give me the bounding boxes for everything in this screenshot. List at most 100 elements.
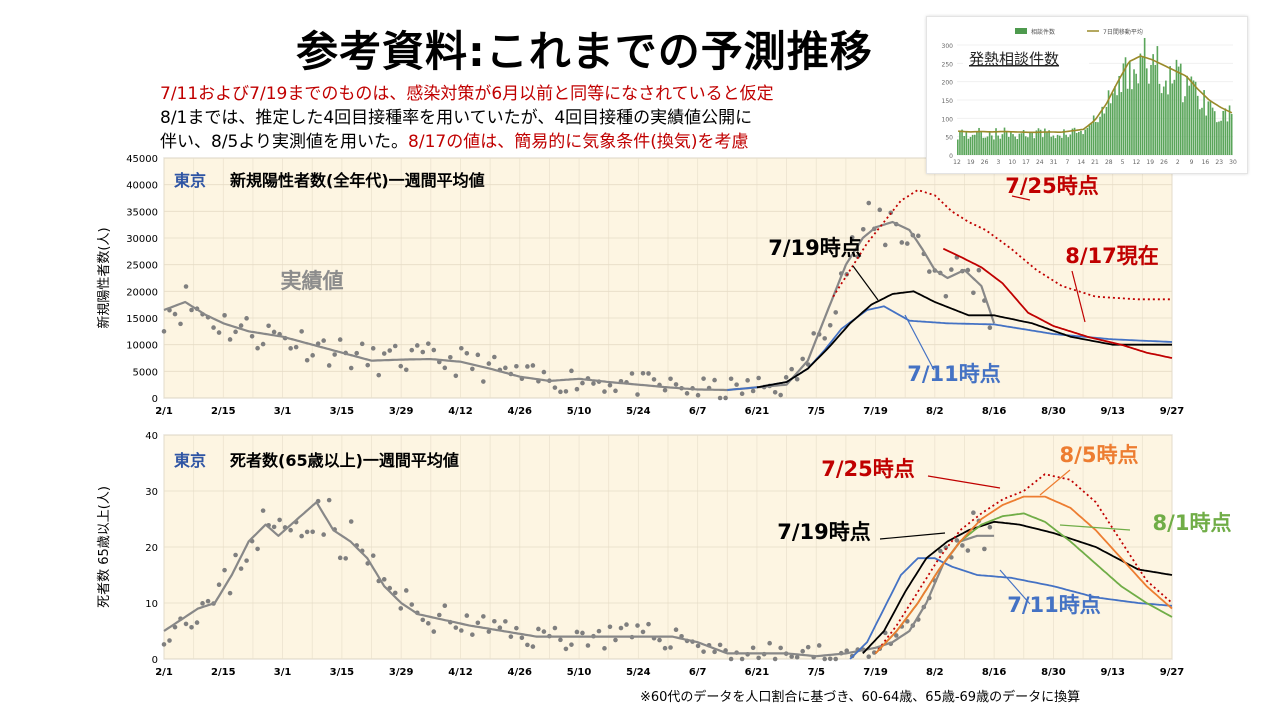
inset-bar	[1118, 75, 1120, 155]
data-point	[585, 643, 591, 648]
inset-bar	[1101, 106, 1103, 155]
inset-bar	[978, 127, 980, 155]
inset-bar	[1209, 100, 1212, 155]
data-point	[938, 548, 943, 554]
inset-bar	[1001, 134, 1004, 155]
data-point	[541, 629, 547, 634]
page-title: 参考資料:これまでの予測推移	[296, 27, 873, 76]
inset-bar	[1029, 131, 1031, 155]
inset-x-tick-label: 26	[981, 159, 989, 166]
inset-bar	[1046, 132, 1048, 155]
inset-bar	[969, 136, 972, 155]
inset-bar	[1037, 128, 1040, 155]
inset-bar	[982, 137, 985, 155]
inset-y-tick-label: 0	[949, 153, 953, 160]
data-point	[420, 617, 426, 623]
inset-bar	[1020, 133, 1023, 155]
data-point	[216, 582, 222, 587]
inset-bar	[1012, 134, 1014, 155]
data-point	[161, 642, 167, 647]
inset-x-tick-label: 9	[1190, 159, 1194, 166]
data-point	[965, 548, 971, 553]
data-point	[629, 371, 635, 376]
inset-bar	[1173, 79, 1176, 155]
annotation-t0719: 7/19時点	[777, 520, 871, 544]
data-point	[470, 366, 475, 372]
y-tick-label: 10000	[126, 341, 158, 352]
data-point	[420, 349, 426, 355]
data-point	[288, 527, 293, 533]
data-point	[260, 508, 266, 513]
y-tick-label: 0	[152, 394, 158, 405]
data-point	[348, 365, 354, 371]
data-point	[189, 307, 194, 313]
data-point	[425, 341, 431, 346]
data-point	[866, 200, 872, 206]
data-point	[794, 654, 800, 660]
inset-bar	[1128, 61, 1131, 155]
data-point	[492, 354, 497, 360]
data-point	[260, 341, 266, 347]
data-point	[789, 366, 794, 372]
data-point	[816, 643, 822, 648]
data-point	[453, 373, 459, 379]
x-tick-label: 5/24	[626, 667, 651, 678]
inset-bar	[1111, 93, 1114, 155]
data-point	[723, 395, 728, 401]
series-line-t0719	[862, 520, 1173, 655]
inset-bar	[1082, 134, 1084, 155]
inset-bar	[1158, 83, 1161, 155]
data-point	[525, 364, 530, 369]
inset-bar	[1069, 134, 1072, 155]
x-tick-label: 5/10	[567, 667, 592, 678]
inset-bar	[1084, 129, 1087, 155]
inset-bar	[984, 137, 987, 155]
inset-bar	[1041, 137, 1044, 155]
x-tick-label: 8/2	[926, 667, 944, 678]
data-point	[525, 642, 530, 648]
x-tick-label: 2/1	[155, 406, 173, 417]
inset-bar	[959, 131, 961, 155]
data-point	[255, 546, 260, 552]
inset-bar	[1063, 129, 1065, 155]
leader-line-t0805	[1039, 469, 1071, 496]
x-tick-label: 9/27	[1160, 667, 1185, 678]
inset-bar	[1177, 66, 1180, 155]
x-tick-label: 8/16	[982, 667, 1007, 678]
inset-bar	[1061, 137, 1063, 155]
inset-bar	[1188, 85, 1191, 155]
data-point	[304, 529, 310, 535]
inset-x-tick-label: 26	[1160, 159, 1168, 166]
data-point	[519, 635, 525, 641]
data-point	[805, 644, 811, 650]
inset-bar	[1090, 123, 1093, 155]
inset-bar	[1050, 136, 1053, 155]
x-tick-label: 2/1	[155, 667, 173, 678]
inset-bar	[1194, 81, 1197, 155]
leader-line-t0817	[1071, 270, 1086, 323]
inset-bar	[1135, 73, 1137, 155]
data-point	[778, 392, 783, 398]
leader-line-t0711	[904, 314, 935, 371]
inset-bar	[1201, 107, 1203, 155]
inset-bar	[1133, 69, 1135, 155]
x-tick-label: 5/24	[626, 406, 651, 417]
data-point	[277, 517, 282, 523]
series-line-t0711	[849, 557, 1173, 660]
data-point	[387, 348, 393, 353]
data-point	[431, 629, 437, 634]
data-point	[833, 310, 839, 315]
inset-bar	[1230, 113, 1233, 155]
note-line-2: 8/1までは、推定した4回目接種率を用いていたが、4回目接種の実績値公開に	[160, 108, 753, 128]
inset-bar	[1222, 110, 1225, 155]
data-point	[293, 344, 299, 350]
data-point	[728, 376, 734, 382]
inset-bar	[1003, 127, 1006, 155]
data-point	[244, 316, 249, 321]
inset-bar	[1052, 135, 1055, 155]
annotation-t0725: 7/25時点	[1005, 174, 1099, 198]
data-point	[602, 389, 607, 394]
x-tick-label: 3/29	[389, 667, 414, 678]
x-tick-label: 7/5	[807, 406, 825, 417]
data-point	[916, 233, 921, 239]
